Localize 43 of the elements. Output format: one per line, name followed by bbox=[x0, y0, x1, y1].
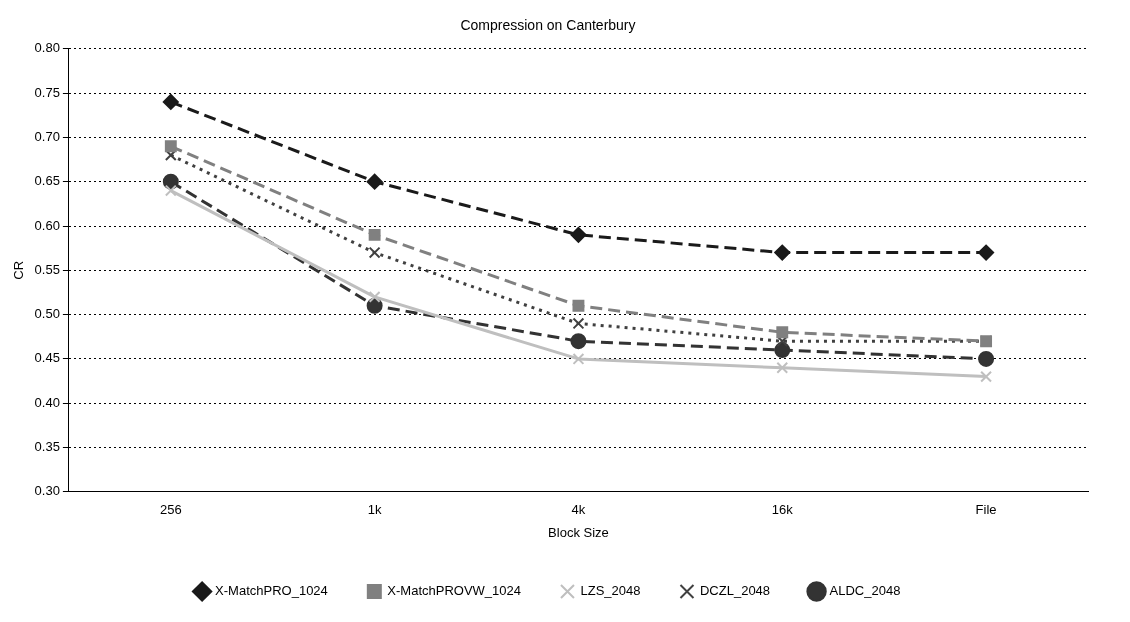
y-tick-label: 0.55 bbox=[34, 261, 60, 277]
legend-label: LZS_2048 bbox=[580, 583, 641, 599]
legend-label: X-MatchPRO_1024 bbox=[215, 583, 328, 599]
point bbox=[164, 184, 177, 197]
y-tick-label: 0.60 bbox=[34, 217, 60, 233]
y-axis-title: CR bbox=[11, 260, 27, 280]
x-tick-label: File bbox=[975, 502, 997, 518]
point bbox=[572, 317, 585, 330]
point bbox=[368, 228, 381, 241]
y-tick-label: 0.70 bbox=[34, 128, 60, 144]
point bbox=[570, 333, 587, 350]
point bbox=[776, 361, 789, 374]
point bbox=[774, 244, 791, 261]
point bbox=[368, 290, 381, 303]
point bbox=[572, 299, 585, 312]
x-axis-title: Block Size bbox=[548, 524, 609, 540]
x-tick-label: 1k bbox=[367, 502, 382, 518]
y-tick-label: 0.45 bbox=[34, 350, 60, 366]
legend-label: DCZL_2048 bbox=[699, 583, 771, 599]
point bbox=[572, 352, 585, 365]
x-tick-label: 256 bbox=[159, 502, 182, 518]
y-tick-label: 0.50 bbox=[34, 306, 60, 322]
y-tick-label: 0.65 bbox=[34, 173, 60, 189]
y-tick-label: 0.75 bbox=[34, 84, 60, 100]
x-tick-label: 4k bbox=[571, 502, 586, 518]
point bbox=[162, 93, 179, 110]
legend-label: ALDC_2048 bbox=[829, 583, 901, 599]
point bbox=[366, 173, 383, 190]
chart-title: Compression on Canterbury bbox=[460, 17, 636, 34]
y-tick-label: 0.35 bbox=[34, 439, 60, 455]
x-tick-label: 16k bbox=[771, 502, 794, 518]
point bbox=[570, 226, 587, 243]
point bbox=[368, 246, 381, 259]
point bbox=[366, 297, 383, 314]
y-tick-label: 0.40 bbox=[34, 394, 60, 410]
y-tick-label: 0.30 bbox=[34, 483, 60, 499]
point bbox=[978, 350, 995, 367]
y-tick-label: 0.80 bbox=[34, 40, 60, 56]
legend-label: X-MatchPROVW_1024 bbox=[387, 583, 521, 599]
point bbox=[164, 140, 177, 153]
point bbox=[978, 244, 995, 261]
point bbox=[980, 370, 993, 383]
point bbox=[776, 326, 789, 339]
